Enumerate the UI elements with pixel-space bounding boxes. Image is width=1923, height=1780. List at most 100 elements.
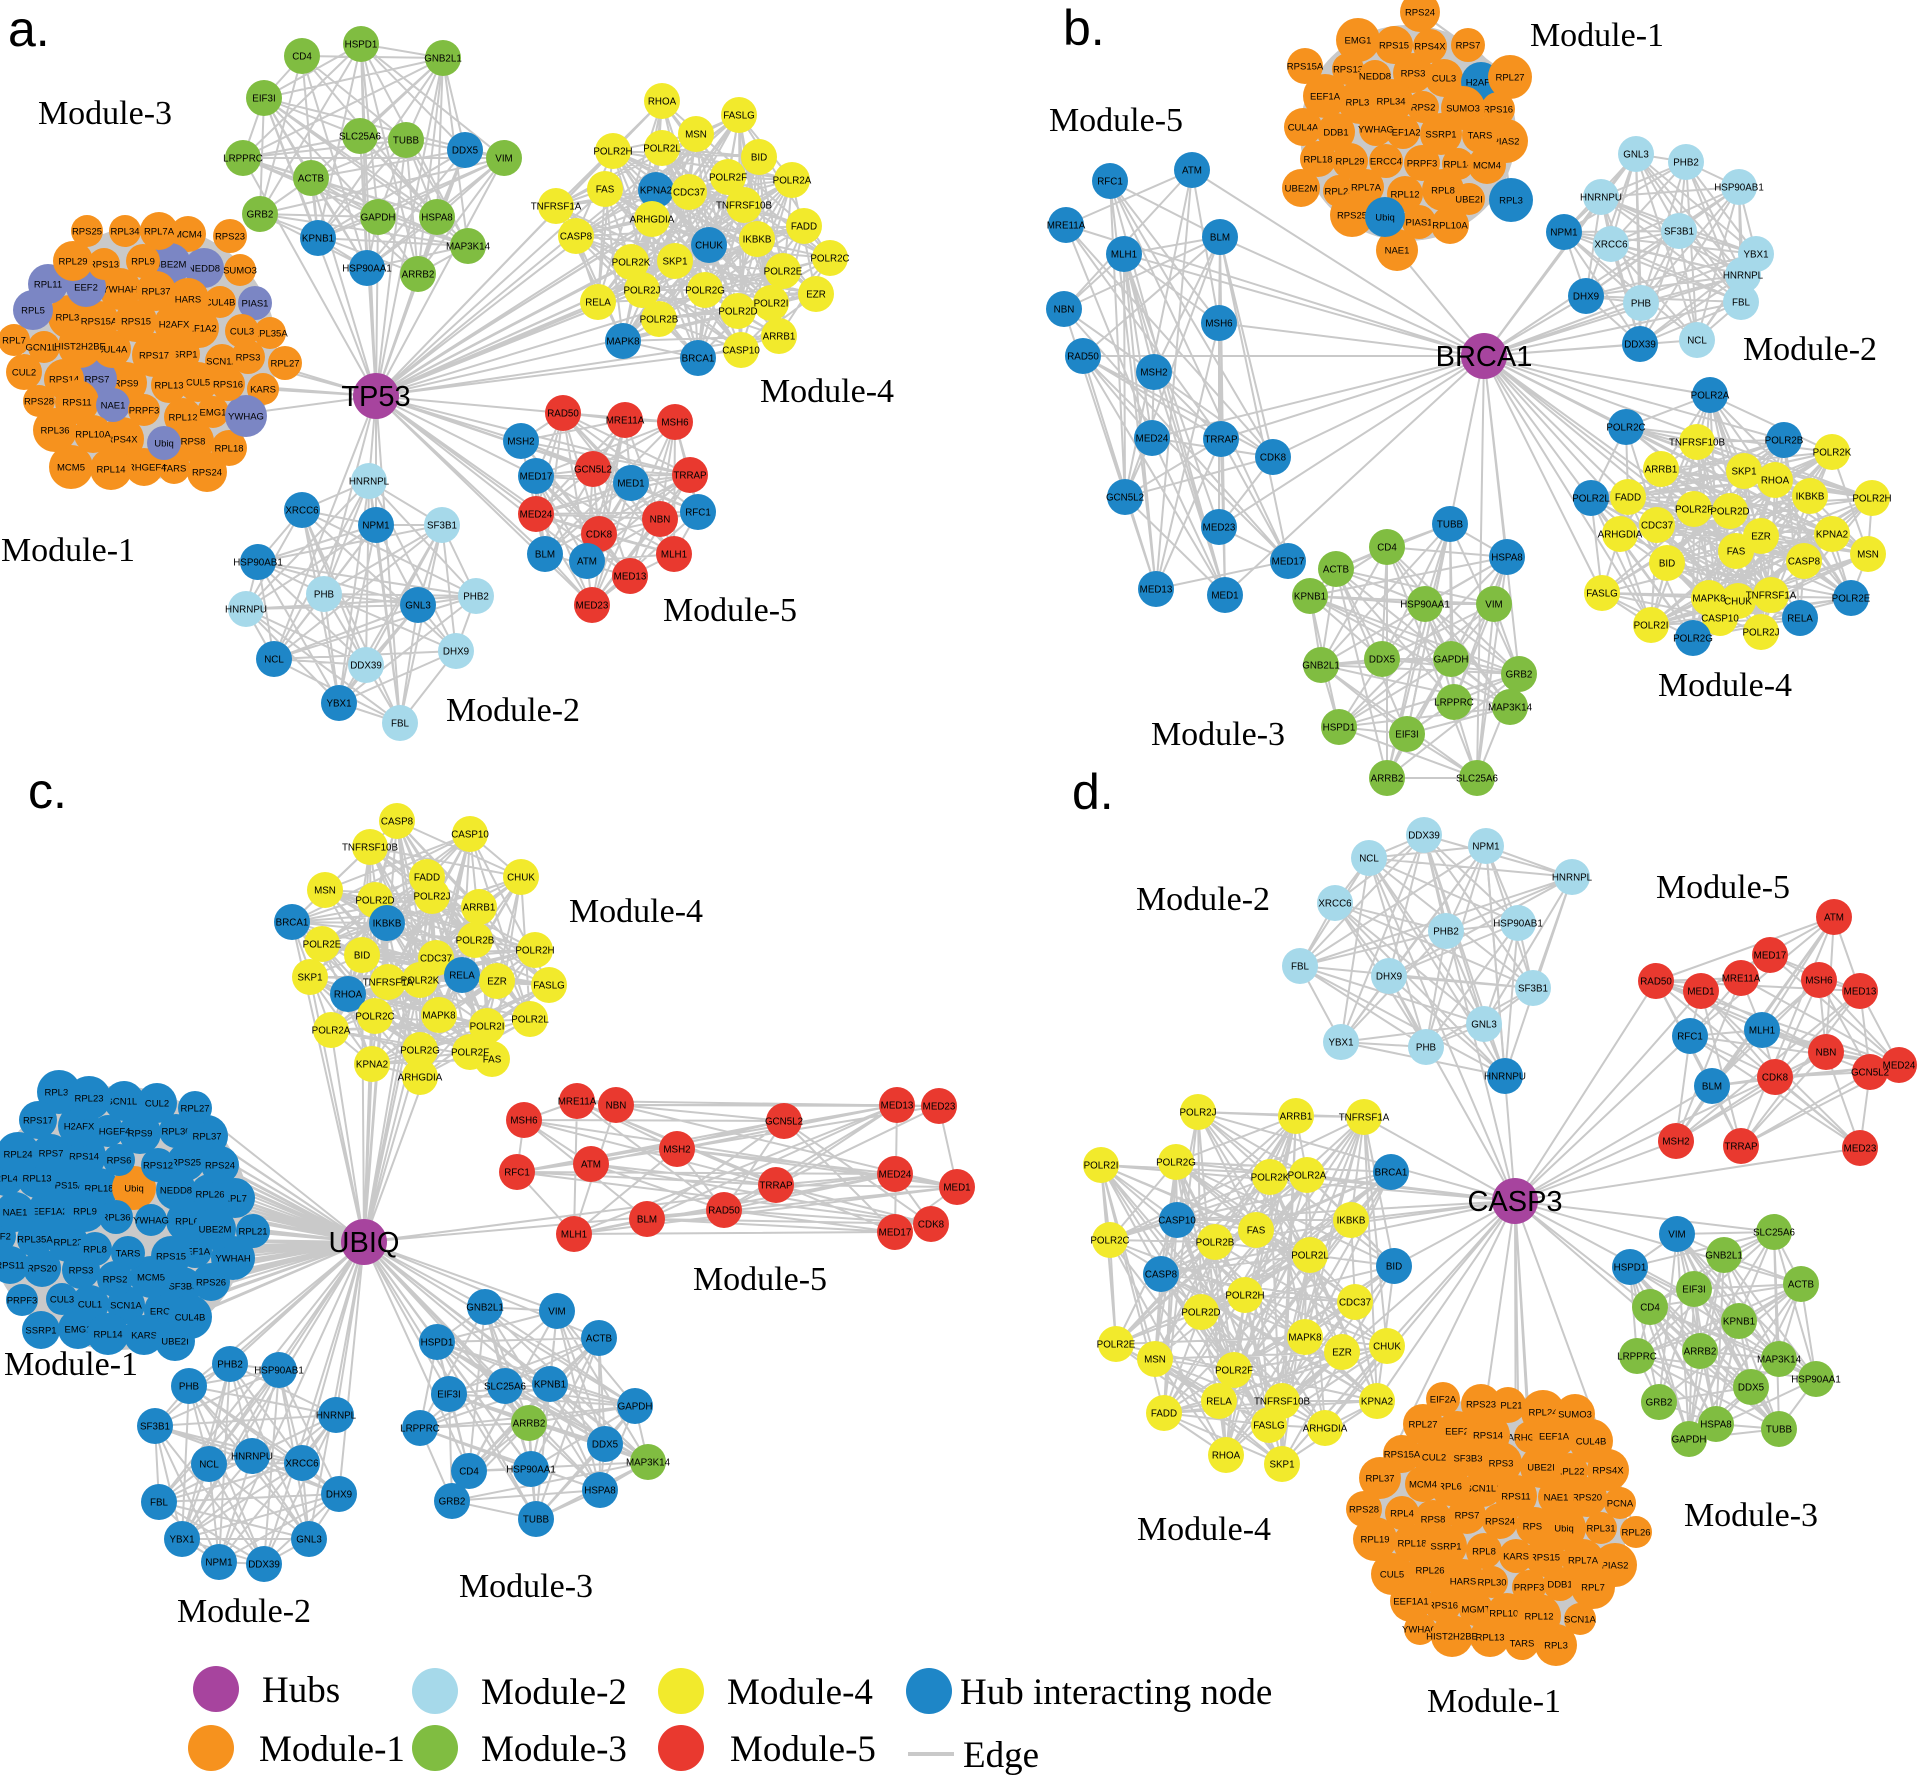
svg-text:HARS: HARS [175, 294, 201, 305]
svg-text:CDK8: CDK8 [1260, 452, 1287, 463]
svg-text:IKBKB: IKBKB [743, 234, 772, 245]
svg-text:XRCC6: XRCC6 [1318, 898, 1352, 909]
svg-text:RFC1: RFC1 [1677, 1031, 1703, 1042]
svg-text:PIAS1: PIAS1 [1406, 217, 1433, 228]
svg-text:RPS15: RPS15 [121, 316, 151, 327]
svg-text:YWHAG: YWHAG [228, 411, 264, 422]
svg-text:MED1: MED1 [617, 478, 644, 489]
svg-text:RPL37: RPL37 [141, 286, 170, 297]
svg-text:Module-1: Module-1 [1427, 1683, 1561, 1720]
svg-text:Module-3: Module-3 [1151, 716, 1285, 753]
svg-text:CUL3: CUL3 [230, 326, 254, 337]
svg-text:PRPF3: PRPF3 [129, 405, 160, 416]
svg-text:CDK8: CDK8 [918, 1219, 945, 1230]
svg-text:GCN5L2: GCN5L2 [1851, 1067, 1889, 1078]
svg-text:DDB1: DDB1 [1547, 1579, 1572, 1590]
svg-text:DDX39: DDX39 [248, 1559, 280, 1570]
svg-text:MAP3K14: MAP3K14 [1488, 702, 1533, 713]
svg-text:RPL36: RPL36 [101, 1212, 130, 1223]
svg-text:RPL18: RPL18 [84, 1183, 113, 1194]
svg-text:Module-3: Module-3 [459, 1568, 593, 1605]
svg-text:GCN1L1: GCN1L1 [26, 342, 63, 353]
svg-text:TNFRSF10B: TNFRSF10B [716, 200, 773, 211]
svg-text:SLC25A6: SLC25A6 [1753, 1227, 1795, 1238]
svg-text:MRE11A: MRE11A [558, 1096, 597, 1107]
svg-text:RFC1: RFC1 [504, 1167, 530, 1178]
svg-text:GNL3: GNL3 [296, 1534, 322, 1545]
svg-text:IKBKB: IKBKB [373, 918, 402, 929]
svg-text:SUMO3: SUMO3 [1558, 1409, 1592, 1420]
svg-text:BID: BID [1386, 1261, 1402, 1272]
svg-text:PHB: PHB [314, 589, 335, 600]
svg-text:MSH2: MSH2 [663, 1144, 690, 1155]
svg-text:RPS15: RPS15 [1530, 1552, 1560, 1563]
svg-text:POLR2D: POLR2D [1710, 506, 1749, 517]
svg-text:RPS17: RPS17 [23, 1115, 53, 1126]
svg-text:MAPK8: MAPK8 [1288, 1332, 1322, 1343]
svg-text:POLR2K: POLR2K [612, 257, 651, 268]
svg-text:RPS11: RPS11 [0, 1260, 25, 1271]
svg-text:RPS15A: RPS15A [48, 1180, 85, 1191]
svg-text:BLM: BLM [1210, 232, 1230, 243]
svg-text:Ubiq: Ubiq [1554, 1523, 1574, 1534]
svg-text:MSH2: MSH2 [1140, 367, 1167, 378]
svg-text:NCL: NCL [1687, 335, 1707, 346]
svg-text:RPL6: RPL6 [175, 1216, 199, 1227]
svg-text:d.: d. [1072, 764, 1114, 820]
svg-text:KPNA2: KPNA2 [356, 1059, 388, 1070]
svg-text:RPL12: RPL12 [1390, 189, 1419, 200]
svg-text:MAP3K14: MAP3K14 [1757, 1354, 1802, 1365]
svg-text:RPS25: RPS25 [1337, 210, 1367, 221]
svg-text:POLR2B: POLR2B [640, 314, 679, 325]
svg-text:HSPA8: HSPA8 [584, 1485, 616, 1496]
svg-text:HSP90AA1: HSP90AA1 [506, 1464, 556, 1475]
svg-text:RPL35A: RPL35A [17, 1234, 53, 1245]
svg-text:RPL22: RPL22 [53, 1237, 82, 1248]
svg-text:TUBB: TUBB [1437, 519, 1464, 530]
svg-text:RPL10A: RPL10A [1432, 220, 1468, 231]
svg-text:RHOA: RHOA [1761, 475, 1790, 486]
svg-text:SLC25A6: SLC25A6 [1456, 773, 1498, 784]
svg-text:CUL4B: CUL4B [1576, 1436, 1607, 1447]
svg-text:RPS4X: RPS4X [106, 434, 138, 445]
svg-text:HNRNPL: HNRNPL [316, 1410, 357, 1421]
svg-text:VIM: VIM [495, 153, 512, 164]
svg-text:MED23: MED23 [576, 600, 609, 611]
svg-text:EMG1: EMG1 [65, 1324, 92, 1335]
svg-text:ACTB: ACTB [586, 1333, 613, 1344]
svg-text:ARHGEF4: ARHGEF4 [1508, 1432, 1553, 1443]
svg-text:MSN: MSN [314, 885, 336, 896]
svg-text:DDB1: DDB1 [1323, 127, 1348, 138]
svg-text:CUL3: CUL3 [50, 1294, 74, 1305]
svg-text:GNL3: GNL3 [405, 600, 431, 611]
svg-text:TNFRSF1A: TNFRSF1A [1339, 1112, 1390, 1123]
svg-text:GAPDH: GAPDH [618, 1401, 653, 1412]
svg-text:HNRNPU: HNRNPU [231, 1451, 273, 1462]
svg-text:MAPK8: MAPK8 [606, 336, 640, 347]
svg-text:NEDD8: NEDD8 [160, 1185, 192, 1196]
svg-text:TUBB: TUBB [393, 135, 420, 146]
svg-text:YWHAG: YWHAG [1402, 1624, 1438, 1635]
svg-text:GCN5L2: GCN5L2 [765, 1116, 803, 1127]
svg-text:CD4: CD4 [459, 1466, 479, 1477]
svg-text:POLR2F: POLR2F [1675, 504, 1713, 515]
svg-text:CUL5: CUL5 [1380, 1569, 1404, 1580]
svg-text:Ubiq: Ubiq [154, 438, 174, 449]
svg-text:CDC37: CDC37 [420, 953, 452, 964]
svg-text:CASP8: CASP8 [1788, 556, 1821, 567]
svg-text:TARS: TARS [162, 463, 187, 474]
svg-text:GCN5L2: GCN5L2 [574, 464, 612, 475]
svg-text:POLR2H: POLR2H [1225, 1290, 1264, 1301]
svg-text:DHX9: DHX9 [1573, 291, 1599, 302]
svg-text:RPL23: RPL23 [74, 1093, 103, 1104]
svg-text:ARHGDIA: ARHGDIA [1303, 1423, 1348, 1434]
svg-text:UBE2I: UBE2I [161, 1336, 188, 1347]
svg-text:POLR2D: POLR2D [1181, 1307, 1220, 1318]
svg-text:KPNA2: KPNA2 [1361, 1396, 1393, 1407]
svg-text:RPS7: RPS7 [39, 1148, 64, 1159]
svg-text:RPL4: RPL4 [0, 1173, 18, 1184]
svg-text:FASLG: FASLG [1253, 1420, 1285, 1431]
svg-text:Module-4: Module-4 [760, 373, 894, 410]
svg-text:FAS: FAS [483, 1054, 502, 1065]
svg-text:POLR2E: POLR2E [1097, 1339, 1136, 1350]
